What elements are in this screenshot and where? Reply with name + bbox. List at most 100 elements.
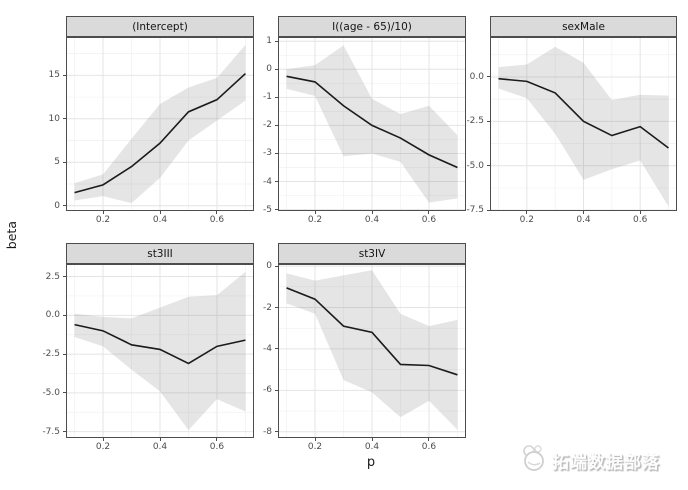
x-tick-mark <box>526 211 528 214</box>
y-tick-label: -2 <box>263 302 272 313</box>
estimate-line <box>286 287 458 376</box>
estimate-line <box>498 77 669 149</box>
x-tick-mark <box>314 211 316 214</box>
y-tick-label: -2.5 <box>42 349 60 360</box>
x-tick-mark <box>428 438 430 441</box>
panel-plot-svg <box>66 37 254 211</box>
y-tick-mark <box>63 314 66 316</box>
y-tick-label: -7.5 <box>42 426 60 437</box>
estimate-line <box>286 75 458 169</box>
watermark-text: 拓端数据部落 <box>552 452 660 473</box>
x-tick-label: 0.4 <box>364 215 380 225</box>
y-tick-label: 0.0 <box>45 310 60 321</box>
x-tick-mark <box>102 211 104 214</box>
y-tick-label: -4 <box>263 343 272 354</box>
x-tick-mark <box>371 211 373 214</box>
y-tick-mark <box>275 152 278 154</box>
y-tick-mark <box>275 181 278 183</box>
y-tick-mark <box>275 265 278 267</box>
y-tick-mark <box>275 124 278 126</box>
facet-strip-label: I((age - 65)/10) <box>332 20 412 33</box>
y-tick-mark <box>63 353 66 355</box>
y-tick-label: 0 <box>54 200 60 211</box>
panel-plot-svg <box>66 264 254 438</box>
y-tick-label: -8 <box>263 426 272 437</box>
x-tick-label: 0.6 <box>632 215 648 225</box>
y-tick-label: -4 <box>263 176 272 187</box>
confidence-ribbon <box>74 44 246 204</box>
x-tick-mark <box>102 438 104 441</box>
facet-age: I((age - 65)/10) -5 -4 -3 -2 -1 0 1 0.2 0.4 0.6 <box>238 16 466 231</box>
x-tick-label: 0.2 <box>307 442 323 452</box>
x-tick-mark <box>583 211 584 214</box>
panel-plot-svg <box>278 264 466 438</box>
y-tick-mark <box>275 40 278 42</box>
watermark-logo-icon <box>516 440 552 480</box>
facet-strip-label: sexMale <box>562 20 605 33</box>
y-tick-mark <box>487 76 490 78</box>
y-tick-mark <box>275 389 278 391</box>
x-tick-mark <box>159 211 161 214</box>
plot-panel <box>66 264 254 442</box>
y-tick-label: -5 <box>263 204 272 215</box>
panel-plot-svg <box>490 37 677 211</box>
x-tick-label: 0.2 <box>307 215 323 225</box>
y-tick-mark <box>63 118 66 120</box>
y-tick-mark <box>63 276 66 278</box>
y-tick-label: 0 <box>266 261 272 272</box>
y-tick-mark <box>63 392 66 394</box>
confidence-ribbon <box>286 270 458 430</box>
x-tick-label: 0.4 <box>576 215 591 225</box>
y-tick-label: 2.5 <box>45 271 60 282</box>
y-tick-mark <box>63 431 66 433</box>
y-tick-mark <box>275 68 278 70</box>
x-tick-label: 0.6 <box>209 215 225 225</box>
y-tick-label: -2.5 <box>466 116 484 127</box>
y-tick-label: -6 <box>263 385 272 396</box>
y-tick-label: -2 <box>263 120 272 131</box>
plot-panel <box>278 264 466 442</box>
panel-plot-svg <box>278 37 466 211</box>
x-tick-label: 0.6 <box>421 442 437 452</box>
y-tick-mark <box>487 209 490 211</box>
facet-sexmale: sexMale -7.5 -5.0 -2.5 0.0 0.2 0.4 0.6 <box>450 16 677 231</box>
y-tick-label: 1 <box>266 36 272 47</box>
confidence-ribbon <box>74 271 246 431</box>
facet-strip-label: st3IV <box>358 247 386 260</box>
y-tick-mark <box>275 348 278 350</box>
y-tick-mark <box>275 307 278 308</box>
facet-st3iii: st3III -7.5 -5.0 -2.5 0.0 2.5 0.2 0.4 0.6 <box>26 243 254 458</box>
facet-st3iv: st3IV -8 -6 -4 -2 0 0.2 0.4 0.6 <box>238 243 466 458</box>
watermark: 拓端数据部落 <box>516 440 660 480</box>
facet-strip: sexMale <box>490 16 677 37</box>
y-tick-mark <box>275 431 278 433</box>
y-tick-label: 10 <box>48 113 60 124</box>
y-tick-mark <box>63 205 66 207</box>
x-tick-label: 0.6 <box>421 215 437 225</box>
y-tick-mark <box>63 74 66 76</box>
y-tick-mark <box>487 120 490 122</box>
x-tick-label: 0.4 <box>152 442 168 452</box>
x-tick-label: 0.2 <box>95 215 111 225</box>
y-tick-label: -5.0 <box>42 387 60 398</box>
plot-panel <box>278 37 466 215</box>
y-tick-label: -3 <box>263 148 272 159</box>
y-tick-mark <box>487 165 490 167</box>
x-tick-mark <box>159 438 161 441</box>
x-tick-label: 0.2 <box>519 215 534 225</box>
y-tick-label: 5 <box>54 157 60 168</box>
x-tick-label: 0.4 <box>364 442 380 452</box>
y-tick-label: 15 <box>48 70 60 81</box>
plot-panel <box>66 37 254 215</box>
facet-intercept: (Intercept) 0 5 10 15 0.2 0.4 0.6 <box>26 16 254 231</box>
x-tick-label: 0.2 <box>95 442 111 452</box>
plot-panel <box>490 37 677 215</box>
x-tick-mark <box>639 211 641 214</box>
y-tick-label: 0 <box>266 64 272 75</box>
facet-strip-label: st3III <box>147 247 173 260</box>
y-tick-label: -1 <box>263 92 272 103</box>
x-tick-mark <box>371 438 373 441</box>
y-tick-mark <box>275 209 278 211</box>
estimate-line <box>74 323 246 365</box>
